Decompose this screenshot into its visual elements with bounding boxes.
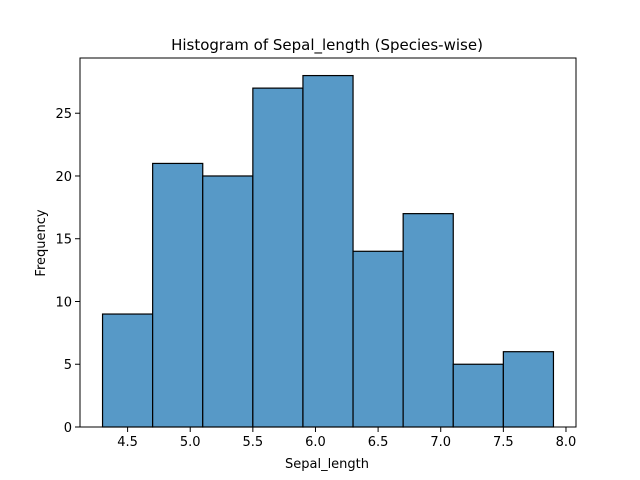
- x-axis-ticks: 4.5 5.0 5.5 6.0 6.5 7.0 7.5 8.0: [117, 427, 576, 450]
- y-tick-label: 0: [64, 421, 72, 436]
- y-tick-label: 25: [55, 107, 72, 122]
- histogram-bar-6: [402, 213, 454, 428]
- y-tick-label: 15: [55, 233, 72, 248]
- histogram-bar-0: [101, 313, 154, 428]
- x-tick-label: 7.5: [493, 435, 514, 450]
- x-tick-label: 7.0: [430, 435, 451, 450]
- histogram-bar-5: [352, 250, 404, 428]
- chart-title: Histogram of Sepal_length (Species-wise): [171, 36, 483, 55]
- x-tick-label: 6.0: [305, 435, 326, 450]
- y-tick-label: 5: [64, 358, 72, 373]
- x-tick-label: 5.0: [180, 435, 201, 450]
- x-tick-label: 5.5: [243, 435, 264, 450]
- histogram-bar-4: [302, 74, 354, 428]
- histogram-bar-3: [252, 87, 304, 428]
- plot-frame: [79, 57, 577, 428]
- y-axis-label: Frequency: [34, 209, 49, 276]
- x-tick-label: 8.0: [556, 435, 577, 450]
- x-axis-label: Sepal_length: [285, 457, 369, 472]
- x-tick-label: 4.5: [117, 435, 138, 450]
- x-tick-label: 6.5: [368, 435, 389, 450]
- histogram-bar-2: [202, 175, 254, 428]
- y-tick-label: 20: [55, 170, 72, 185]
- histogram-bar-1: [152, 162, 204, 428]
- bars-group: [101, 74, 555, 428]
- histogram-bar-8: [502, 351, 555, 428]
- y-tick-label: 10: [55, 295, 72, 310]
- y-axis-ticks: 0 5 10 15 20 25: [55, 107, 80, 436]
- histogram-bar-7: [452, 363, 504, 428]
